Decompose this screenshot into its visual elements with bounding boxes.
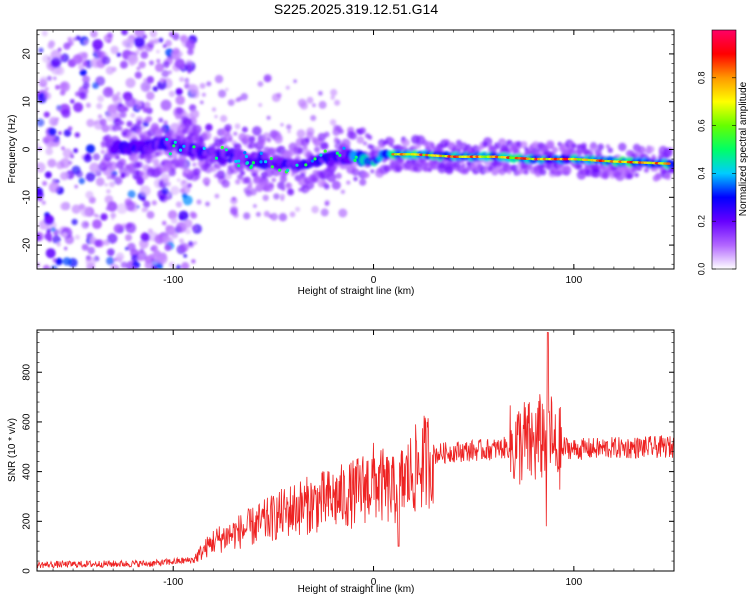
snr-x-label: Height of straight line (km)	[298, 584, 415, 595]
colorbar-gradient	[712, 30, 736, 269]
colorbar-tick-label: 0.6	[696, 119, 706, 132]
snr-x-tick-label: 100	[565, 577, 582, 588]
spectrogram-heatmap	[37, 30, 674, 269]
spectrogram-y-tick-label: -20	[22, 237, 33, 252]
snr-y-label: SNR (10 * v/v)	[7, 418, 18, 482]
spectrogram-y-label: Frequency (Hz)	[7, 115, 18, 184]
snr-panel: -100 0 100 0 200 400 600 800 Height of straight…	[7, 329, 675, 595]
snr-x-tick-label: -100	[163, 577, 183, 588]
colorbar: 0.0 0.2 0.4 0.6 0.8 Normalized spectral ampl…	[696, 29, 749, 276]
spectrogram-y-tick-label: 20	[22, 48, 33, 60]
snr-background	[37, 330, 674, 571]
colorbar-tick-label: 0.4	[696, 167, 706, 180]
snr-y-tick-label: 0	[22, 568, 33, 574]
spectrogram-y-tick-label: 10	[22, 96, 33, 108]
colorbar-tick-label: 0.2	[696, 215, 706, 228]
snr-ticks: -100 0 100 0 200 400 600 800	[22, 330, 675, 588]
colorbar-label: Normalized spectral amplitude	[738, 81, 749, 216]
spectrogram-y-tick-label: 0	[22, 146, 33, 152]
spectrogram-x-tick-label: 100	[565, 275, 582, 286]
colorbar-ticks: 0.0 0.2 0.4 0.6 0.8	[696, 72, 736, 276]
spectrogram-x-tick-label: -100	[163, 275, 183, 286]
snr-x-tick-label: 0	[371, 577, 377, 588]
spectrogram-y-tick-label: -10	[22, 190, 33, 205]
snr-y-tick-label: 400	[22, 463, 33, 480]
spectrogram-x-label: Height of straight line (km)	[298, 286, 415, 297]
snr-y-tick-label: 600	[22, 413, 33, 430]
colorbar-tick-label: 0.8	[696, 72, 706, 85]
colorbar-tick-label: 0.0	[696, 263, 706, 276]
snr-series-line	[37, 332, 674, 569]
snr-frame	[36, 329, 675, 572]
snr-y-tick-label: 800	[22, 363, 33, 380]
figure-title: S225.2025.319.12.51.G14	[274, 1, 438, 17]
spectrogram-x-tick-label: 0	[371, 275, 377, 286]
snr-y-tick-label: 200	[22, 513, 33, 530]
colorbar-frame	[711, 29, 737, 270]
